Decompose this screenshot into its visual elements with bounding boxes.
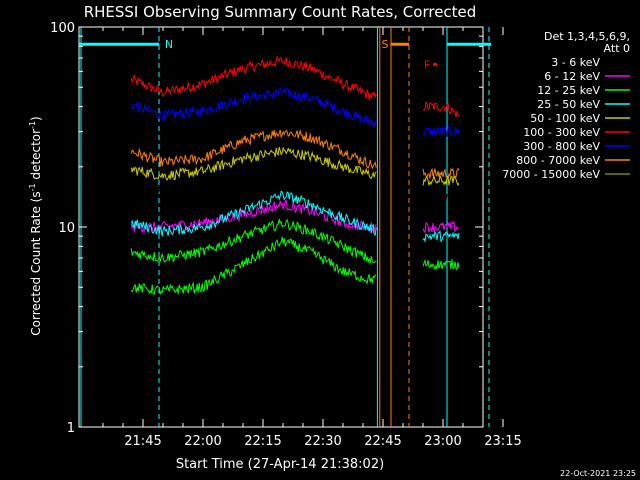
- series-line-50-100kev: [130, 146, 377, 181]
- footer-date: 22-Oct-2021 23:25: [560, 469, 636, 478]
- x-tick-label: 23:00: [424, 434, 461, 449]
- annotation-layer: N S F: [79, 38, 491, 71]
- x-axis-label: Start Time (27-Apr-14 21:38:02): [176, 457, 384, 472]
- legend-entry-label: 12 - 25 keV: [537, 84, 600, 97]
- series-line-3-6kev: [422, 192, 460, 204]
- legend-entry-label: 3 - 6 keV: [551, 56, 600, 69]
- x-tick-label: 21:45: [124, 434, 161, 449]
- y-axis-label-sup2: -1: [28, 121, 37, 129]
- series-line-25-50kev: [422, 230, 460, 244]
- series-layer: [130, 55, 460, 295]
- series-line-12-25kev: [422, 258, 460, 272]
- saa-bar-label: S: [382, 38, 389, 51]
- legend-header-line-2: Att 0: [604, 42, 630, 55]
- y-axis-label-main: Corrected Count Rate (s: [29, 191, 43, 335]
- legend-entry-label: 7000 - 15000 keV: [502, 168, 600, 181]
- series-line-12-25kev: [130, 236, 377, 295]
- series-line-100-300kev: [130, 55, 377, 101]
- series-line-50-100kev: [422, 174, 460, 187]
- series-line-800-7000kev: [130, 128, 377, 170]
- x-tick-label: 22:30: [304, 434, 341, 449]
- x-tick-label: 22:15: [244, 434, 281, 449]
- y-axis-label: Corrected Count Rate (s-1 detector-1): [28, 116, 43, 335]
- legend-header-line-1: Det 1,3,4,5,6,9,: [544, 30, 630, 43]
- series-line-25-50kev: [130, 190, 377, 237]
- series-line-100-300kev: [422, 101, 460, 118]
- y-tick-label: 100: [50, 21, 75, 36]
- legend-entry-label: 50 - 100 keV: [530, 112, 600, 125]
- series-line-300-800kev: [130, 86, 377, 128]
- legend-entry-label: 6 - 12 keV: [544, 70, 600, 83]
- x-tick-label: 22:45: [364, 434, 401, 449]
- series-line-800-7000kev: [422, 167, 460, 180]
- legend-entry-label: 300 - 800 keV: [523, 140, 600, 153]
- y-axis-label-mid: detector: [29, 129, 43, 184]
- legend-entry-label: 800 - 7000 keV: [516, 154, 600, 167]
- y-tick-label: 1: [67, 421, 75, 436]
- vertical-marker-lines: [80, 27, 490, 427]
- legend-entry-label: 100 - 300 keV: [523, 126, 600, 139]
- chart-title: RHESSI Observing Summary Count Rates, Co…: [84, 3, 477, 21]
- legend-entry-label: 25 - 50 keV: [537, 98, 600, 111]
- series-line-3-6kev: [130, 177, 377, 202]
- series-line-300-800kev: [422, 125, 460, 137]
- series-line-6-12kev: [422, 220, 460, 234]
- y-tick-label: 10: [58, 221, 75, 236]
- night-bar-label: N: [165, 38, 173, 51]
- x-tick-label: 22:00: [184, 434, 221, 449]
- series-line-12-25kev: [130, 218, 377, 264]
- y-axis-label-sup1: -1: [28, 183, 37, 191]
- series-line-6-12kev: [130, 199, 377, 234]
- y-axis-label-end: ): [29, 116, 43, 121]
- flare-marker-label: F: [424, 58, 430, 71]
- x-tick-label: 23:15: [484, 434, 521, 449]
- axis-ticks: 1 10 100 21:45 22:00 22:15 22:30 22:45 23:00 23:1…: [50, 21, 522, 449]
